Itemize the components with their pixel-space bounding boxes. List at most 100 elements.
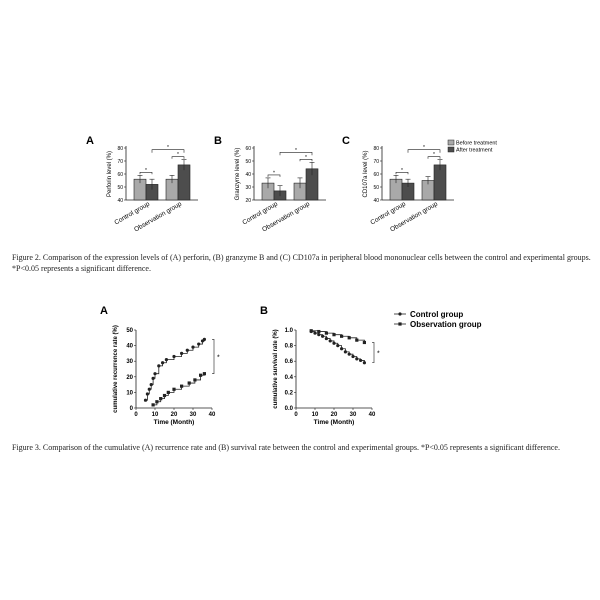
y-axis-label: cumulative recurrence rate (%) xyxy=(113,325,119,413)
significance-bracket xyxy=(267,174,281,177)
y-tick-label: 80 xyxy=(373,146,379,152)
data-point xyxy=(340,347,344,351)
x-tick-label: 30 xyxy=(190,412,197,418)
x-tick-label: 40 xyxy=(209,412,216,418)
y-tick-label: 70 xyxy=(373,159,379,165)
x-tick-label: 0 xyxy=(134,412,138,418)
bar xyxy=(433,164,447,201)
y-tick-label: 20 xyxy=(245,198,251,204)
data-point xyxy=(197,342,201,346)
y-tick-label: 0.2 xyxy=(285,390,294,396)
legend-swatch xyxy=(447,146,455,153)
data-point xyxy=(328,339,332,343)
data-point xyxy=(202,372,206,376)
data-point xyxy=(191,345,195,349)
y-tick-label: 1.0 xyxy=(285,328,294,334)
y-tick-label: 0.0 xyxy=(285,406,294,412)
y-tick-label: 50 xyxy=(373,185,379,191)
y-tick-label: 60 xyxy=(245,146,251,152)
significance-star: * xyxy=(177,152,179,158)
x-tick-label: 20 xyxy=(171,412,178,418)
x-tick-label: 40 xyxy=(369,412,376,418)
y-axis-label: Perforin level (%) xyxy=(107,151,113,197)
data-point xyxy=(309,329,313,333)
significance-star: * xyxy=(305,155,307,161)
panel-letter: B xyxy=(214,135,222,147)
data-point xyxy=(362,340,366,345)
x-tick-label: 0 xyxy=(294,412,298,418)
significance-bracket xyxy=(299,159,313,162)
data-point xyxy=(155,400,159,404)
data-point xyxy=(193,378,197,382)
data-point xyxy=(317,329,321,334)
y-tick-label: 40 xyxy=(373,198,379,204)
legend-label: Observation group xyxy=(410,320,482,329)
data-point xyxy=(145,392,149,396)
line-panel-a: A 0 10 20 30 40 50 0 10 20 30 40 Time (Month) cumulat… xyxy=(100,305,220,426)
figure-2-caption: Figure 2. Comparison of the expression l… xyxy=(12,253,591,273)
data-point xyxy=(324,331,328,335)
figure-3: A 0 10 20 30 40 50 0 10 20 30 40 Time (Month) cumulat… xyxy=(100,305,482,426)
data-point xyxy=(199,373,203,377)
y-axis-label: CD107a level (%) xyxy=(363,150,369,197)
significance-bracket xyxy=(279,152,313,156)
x-axis-label: Time (Month) xyxy=(154,419,195,426)
y-tick-label: 70 xyxy=(117,159,123,165)
data-point xyxy=(180,351,184,355)
y-tick-label: 50 xyxy=(245,159,251,165)
data-point xyxy=(202,337,206,341)
data-point xyxy=(143,398,148,402)
panel-letter: C xyxy=(342,135,350,147)
data-point xyxy=(161,361,165,365)
significance-bracket xyxy=(151,149,185,153)
data-point xyxy=(153,372,157,376)
data-point xyxy=(172,354,176,359)
y-tick-label: 50 xyxy=(117,185,123,191)
y-axis-label: Granzyme level (%) xyxy=(235,148,241,201)
x-tick-label: 20 xyxy=(331,412,338,418)
data-point xyxy=(147,387,151,391)
significance-bracket xyxy=(171,156,185,159)
data-point xyxy=(332,333,336,337)
data-point xyxy=(166,390,170,394)
data-point xyxy=(180,384,184,388)
data-point xyxy=(362,361,366,365)
significance-bracket xyxy=(372,342,375,364)
data-point xyxy=(151,376,155,380)
data-point xyxy=(149,383,153,387)
significance-star: * xyxy=(167,145,169,151)
figure-3-caption: Figure 3. Comparison of the cumulative (… xyxy=(12,443,560,452)
significance-star: * xyxy=(217,355,220,362)
legend-label: After treatment xyxy=(456,148,493,154)
data-point xyxy=(343,350,347,354)
x-tick-label: 30 xyxy=(350,412,357,418)
significance-bracket xyxy=(427,156,441,159)
x-tick-label: 10 xyxy=(152,412,159,418)
y-tick-label: 60 xyxy=(373,172,379,178)
data-point xyxy=(332,341,336,345)
panel-letter: B xyxy=(260,305,268,317)
data-point xyxy=(347,352,351,356)
significance-star: * xyxy=(433,152,435,158)
significance-bracket xyxy=(212,339,215,374)
data-point xyxy=(355,338,359,342)
y-tick-label: 80 xyxy=(117,146,123,152)
data-point xyxy=(324,336,328,341)
significance-star: * xyxy=(401,168,403,174)
data-point xyxy=(351,354,355,359)
y-tick-label: 40 xyxy=(117,198,123,204)
data-point xyxy=(347,336,351,340)
data-point xyxy=(164,358,168,362)
y-tick-label: 30 xyxy=(126,359,133,365)
significance-star: * xyxy=(273,170,275,176)
data-point xyxy=(162,393,167,398)
y-tick-label: 0.8 xyxy=(285,344,294,350)
legend-label: Before treatment xyxy=(456,141,497,147)
x-axis-label: Time (Month) xyxy=(314,419,355,426)
y-tick-label: 40 xyxy=(245,172,251,178)
significance-bracket xyxy=(407,149,441,153)
y-tick-label: 30 xyxy=(245,185,251,191)
y-tick-label: 0.4 xyxy=(285,375,294,381)
